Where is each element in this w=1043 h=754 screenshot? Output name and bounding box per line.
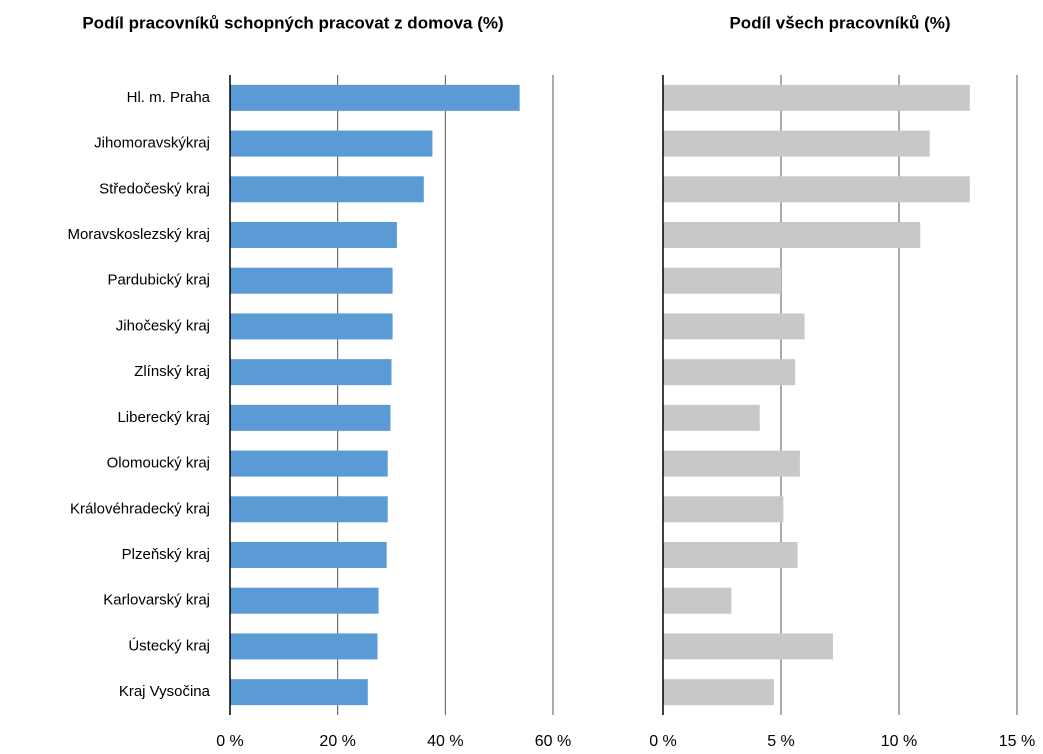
y-tick-label: Pardubický kraj [107,272,210,289]
bar [230,404,391,431]
x-tick-label: 0 % [216,733,244,750]
bar [663,359,796,386]
bar [230,679,368,706]
bar [230,450,388,477]
bar [663,679,774,706]
bar [230,587,379,614]
chart-title: Podíl všech pracovníků (%) [729,13,950,32]
bar [230,359,392,386]
bar [663,542,798,568]
y-tick-label: Zlínský kraj [134,363,210,380]
bar [230,176,424,203]
y-tick-label: Středočeský kraj [99,180,210,197]
bar [230,633,378,660]
bar [230,84,520,111]
bar [663,130,930,157]
x-tick-label: 15 % [999,733,1035,750]
y-tick-label: Liberecký kraj [117,409,210,426]
bar [663,84,970,111]
y-tick-label: Hl. m. Praha [127,89,211,106]
bar [230,130,433,157]
bar [663,176,970,203]
y-tick-label: Moravskoslezský kraj [67,226,210,243]
x-tick-label: 40 % [427,733,463,750]
y-tick-label: Olomoucký kraj [107,455,210,472]
bar [230,496,388,523]
bar [230,542,387,568]
x-tick-label: 10 % [881,733,917,750]
y-tick-label: Ústecký kraj [128,637,210,654]
bar [663,404,760,431]
y-tick-label: Královéhradecký kraj [70,500,210,517]
x-tick-label: 5 % [767,733,795,750]
y-tick-label: Jihomoravskýkraj [94,135,210,152]
x-tick-label: 20 % [319,733,355,750]
bar [663,267,781,294]
bar [663,587,732,614]
x-tick-label: 0 % [649,733,677,750]
bar [663,450,800,477]
bar [663,633,833,660]
x-tick-label: 60 % [535,733,571,750]
y-tick-label: Jihočeský kraj [116,317,210,334]
bar [663,222,921,248]
y-tick-label: Kraj Vysočina [119,683,211,700]
chart-title: Podíl pracovníků schopných pracovat z do… [82,13,503,32]
bar [230,222,397,248]
bar [230,313,393,340]
bar [663,496,784,523]
bar [663,313,805,340]
y-tick-label: Karlovarský kraj [103,592,210,609]
bar [230,267,393,294]
y-tick-label: Plzeňský kraj [122,546,210,563]
